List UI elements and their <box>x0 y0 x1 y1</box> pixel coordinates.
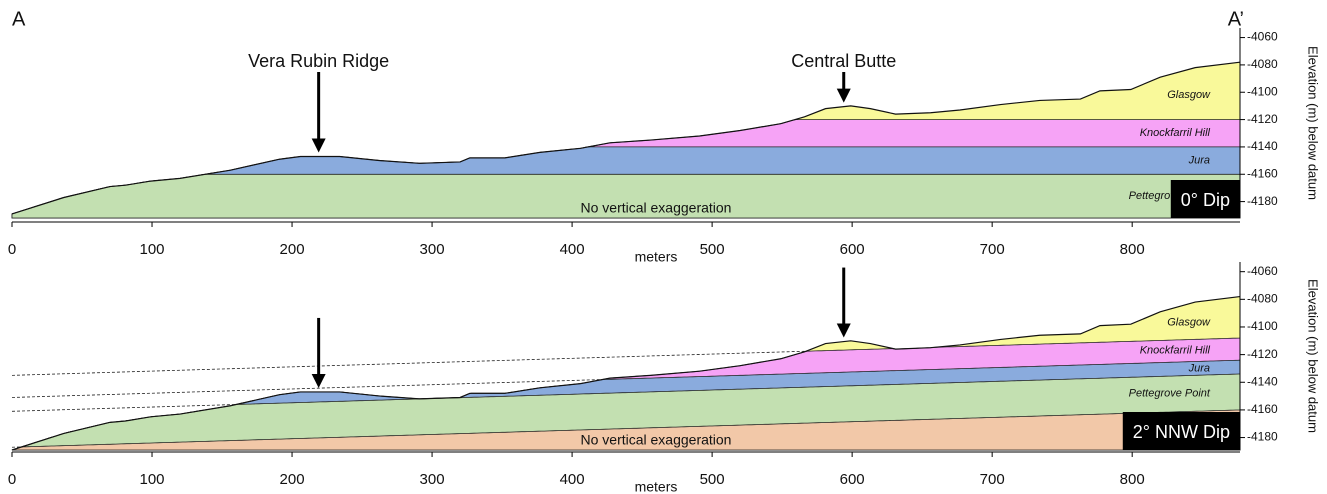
y-tick-label: -4100 <box>1247 84 1278 98</box>
y-tick-label: -4160 <box>1247 402 1278 416</box>
layer-label: Jura <box>1188 154 1210 166</box>
y-tick-label: -4080 <box>1247 57 1278 71</box>
x-tick-label: 800 <box>1120 471 1145 488</box>
x-tick-label: 400 <box>560 471 585 488</box>
y-tick-label: -4160 <box>1247 166 1278 180</box>
dip-tag-text: 0° Dip <box>1181 190 1230 210</box>
x-tick-label: 700 <box>980 471 1005 488</box>
annotation: Central Butte <box>791 51 896 71</box>
y-tick-label: -4100 <box>1247 319 1278 333</box>
y-tick-label: -4060 <box>1247 30 1278 44</box>
y-tick-label: -4180 <box>1247 430 1278 444</box>
figure: A A’ Glasgow Knockfarril Hill Jura Pettegro… <box>0 0 1327 494</box>
x-tick-label: 100 <box>140 471 165 488</box>
y-tick-label: -4180 <box>1247 194 1278 208</box>
x-tick-label: 100 <box>140 241 165 258</box>
note: No vertical exaggeration <box>581 432 732 448</box>
dip-tag-text: 2° NNW Dip <box>1133 422 1230 442</box>
arrow-head <box>312 374 326 388</box>
annotation: Vera Rubin Ridge <box>248 51 389 71</box>
section-start: A <box>12 8 26 30</box>
layer-label: Knockfarril Hill <box>1140 345 1211 357</box>
x-tick-label: 700 <box>980 241 1005 258</box>
layer-label: Knockfarril Hill <box>1140 127 1211 139</box>
y-tick-label: -4080 <box>1247 291 1278 305</box>
x-tick-label: 400 <box>560 241 585 258</box>
dip-tag: 0° Dip <box>1171 180 1240 218</box>
layer-extension <box>12 351 805 375</box>
section-end: A’ <box>1228 8 1244 30</box>
x-tick-label: 600 <box>840 241 865 258</box>
y-tick-label: -4140 <box>1247 139 1278 153</box>
arrow-head <box>837 324 851 338</box>
x-tick-label: 500 <box>700 471 725 488</box>
y-tick-label: -4140 <box>1247 374 1278 388</box>
arrow-head <box>312 138 326 152</box>
x-tick-label: 600 <box>840 471 865 488</box>
x-tick-label: 200 <box>280 471 305 488</box>
note: No vertical exaggeration <box>581 200 732 216</box>
x-tick-label: 200 <box>280 241 305 258</box>
y-tick-label: -4060 <box>1247 264 1278 278</box>
y-tick-label: -4120 <box>1247 347 1278 361</box>
x-tick-label: 500 <box>700 241 725 258</box>
x-tick-label: 300 <box>420 471 445 488</box>
layer-label: Pettegrove Point <box>1129 388 1211 400</box>
x-tick-label: 800 <box>1120 241 1145 258</box>
y-axis-label: Elevation (m) below datum <box>1306 46 1321 200</box>
panel: Glasgow Knockfarril Hill Jura Pettegrove Po… <box>8 262 1321 494</box>
dip-tag: 2° NNW Dip <box>1123 412 1240 450</box>
x-tick-label: 0 <box>8 471 16 488</box>
y-tick-label: -4120 <box>1247 112 1278 126</box>
layer-label: Jura <box>1188 363 1210 375</box>
layer-label: Glasgow <box>1167 89 1211 101</box>
layer-label: Glasgow <box>1167 316 1211 328</box>
x-axis-label: meters <box>635 479 678 494</box>
x-tick-label: 0 <box>8 241 16 258</box>
x-axis-label: meters <box>635 249 678 265</box>
x-tick-label: 300 <box>420 241 445 258</box>
y-axis-label: Elevation (m) below datum <box>1306 279 1321 433</box>
arrow-head <box>837 89 851 103</box>
